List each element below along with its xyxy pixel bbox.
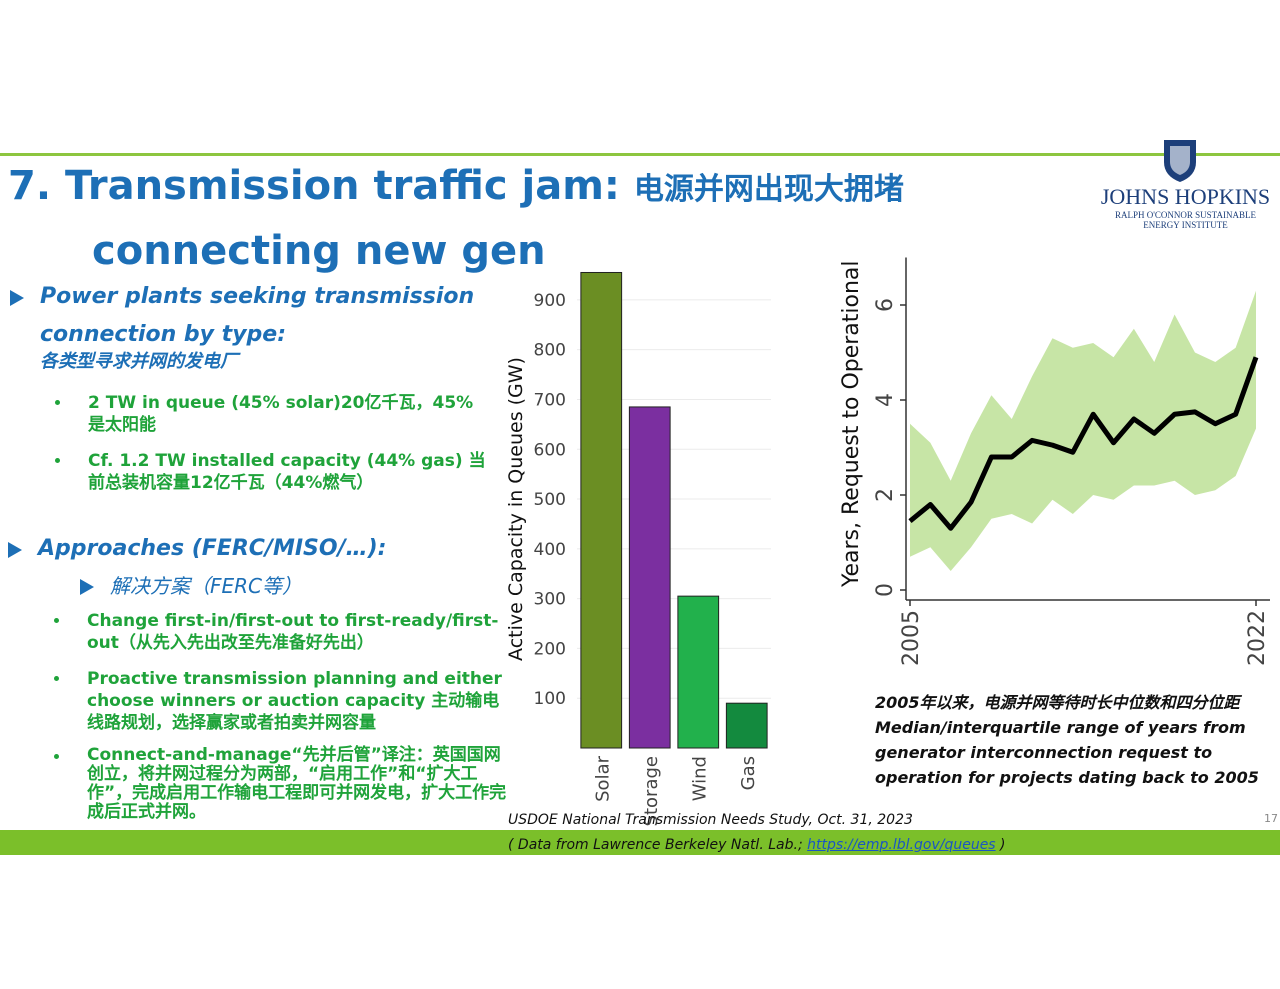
item: 2 TW in queue (45% solar)20亿千瓦，45%是太阳能 (55, 392, 488, 436)
logo-sub: RALPH O'CONNOR SUSTAINABLE (1115, 210, 1256, 220)
median-line (908, 356, 1259, 531)
source-link[interactable]: https://emp.lbl.gov/queues (807, 837, 996, 853)
source: USDOE National Transmission Needs Study,… (508, 812, 913, 828)
y-tick-label: 600 (534, 440, 566, 460)
item: Change first-in/first-out to first-ready… (54, 610, 507, 654)
y-tick-label: 2 (873, 488, 898, 502)
y-axis-label: Years, Request to Operational (839, 260, 864, 588)
y-tick-label: 6 (873, 298, 898, 312)
bar (628, 406, 671, 749)
heading-cn: 各类型寻求并网的发电厂 (40, 351, 238, 372)
title-line2: connecting new gen (92, 228, 546, 274)
y-tick-label: 700 (534, 390, 566, 410)
heading: Approaches (FERC/MISO/…): (8, 530, 488, 568)
x-tick-label: Wind (689, 756, 710, 801)
y-tick-label: 500 (534, 490, 566, 510)
caption-cn: 2005年以来，电源并网等待时长中位数和四分位距 (875, 693, 1240, 712)
source: ( Data from Lawrence Berkeley Natl. Lab.… (508, 837, 1006, 853)
logo-sub: ENERGY INSTITUTE (1143, 220, 1228, 230)
bar (725, 702, 768, 749)
title: 7. Transmission traffic jam: 电源并网出现大拥堵 (8, 163, 904, 209)
caption-en: Median/interquartile range of years from… (875, 718, 1259, 787)
logo-name: JOHNS HOPKINS (1100, 184, 1271, 209)
title-en: 7. Transmission traffic jam: (8, 163, 620, 209)
y-tick-label: 200 (534, 639, 566, 659)
y-tick-label: 4 (873, 393, 898, 407)
logo-shield (1164, 140, 1196, 182)
logo: JOHNS HOPKINS RALPH O'CONNOR SUSTAINABLE… (1098, 184, 1273, 230)
caption: 2005年以来，电源并网等待时长中位数和四分位距 Median/interquar… (875, 690, 1280, 790)
top-rule (0, 153, 1280, 156)
heading: Power plants seeking transmission connec… (10, 278, 490, 354)
bottom-bar (0, 830, 1280, 855)
item: Connect-and-manage“先并后管”译注：英国国网创立，将并网过程分… (54, 745, 507, 822)
x-tick-label: 2005 (899, 610, 924, 666)
y-tick-label: 900 (534, 291, 566, 311)
y-tick-label: 0 (873, 583, 898, 597)
y-axis-label: Active Capacity in Queues (GW) (505, 357, 527, 661)
x-tick-label: 2022 (1245, 610, 1270, 666)
title-cn: 电源并网出现大拥堵 (633, 172, 904, 207)
y-tick-label: 400 (534, 540, 566, 560)
y-tick-label: 100 (534, 689, 566, 709)
x-tick-label: Gas (738, 756, 759, 790)
source-text: ) (995, 837, 1006, 853)
bar (580, 271, 623, 749)
item: Proactive transmission planning and eith… (54, 668, 507, 734)
x-tick-label: Solar (592, 755, 613, 801)
bar (677, 595, 720, 749)
source-text: ( Data from Lawrence Berkeley Natl. Lab.… (508, 837, 808, 853)
x-tick-label: Storage (641, 756, 662, 826)
y-tick-label: 800 (534, 341, 566, 361)
item: Cf. 1.2 TW installed capacity (44% gas) … (55, 450, 488, 494)
subheading: 解决方案（FERC等） (79, 567, 302, 605)
y-tick-label: 300 (534, 590, 566, 610)
page-number: 17 (1264, 812, 1278, 825)
